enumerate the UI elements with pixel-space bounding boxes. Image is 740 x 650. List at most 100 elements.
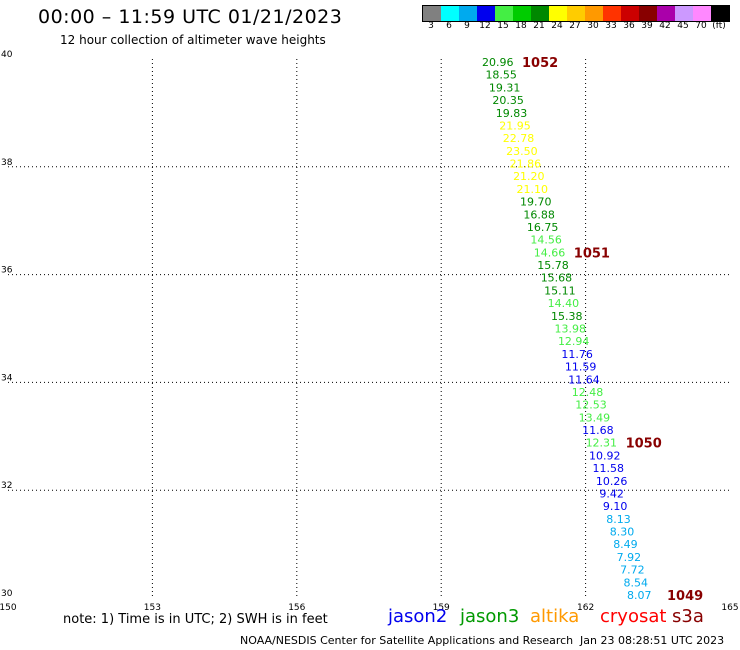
legend-swatch [567,6,585,21]
legend-label: 70 [695,21,707,31]
swh-value-label: 15.78 [537,259,569,272]
legend-label: 24 [551,21,563,31]
swh-value-label: 19.70 [520,196,552,209]
swh-value-label: 12.94 [558,335,590,348]
legend-swatch [477,6,495,21]
swh-value-label: 9.42 [599,487,624,500]
time-mark-label: 1052 [522,56,558,71]
swh-value-label: 23.50 [506,145,537,158]
swh-value-label: 18.55 [485,69,517,82]
swh-value-label: 20.35 [492,94,524,107]
latitude-tick-label: 36 [1,266,13,276]
legend-swatch [549,6,567,21]
footer-credit: NOAA/NESDIS Center for Satellite Applica… [240,634,574,647]
legend-swatch [639,6,657,21]
footer-timestamp: Jan 23 08:28:51 UTC 2023 [580,634,725,647]
legend-swatch [675,6,693,21]
legend-swatch [693,6,711,21]
swh-value-label: 7.72 [620,564,645,577]
swh-value-label: 10.26 [596,475,628,488]
legend-swatch [459,6,477,21]
legend-label: 42 [659,21,671,31]
map-subtitle: 12 hour collection of altimeter wave hei… [60,33,326,47]
legend-label: 39 [641,21,653,31]
legend-swatch [603,6,621,21]
swh-value-label: 14.66 [534,246,566,259]
swh-value-label: 20.96 [482,56,514,69]
legend-label: 45 [677,21,689,31]
swh-value-label: 15.68 [541,272,573,285]
swh-value-label: 12.31 [586,437,618,450]
latitude-tick-label: 30 [1,589,13,599]
swh-value-label: 9.10 [603,500,628,513]
swh-value-label: 8.54 [624,576,649,589]
legend-label: 27 [569,21,581,31]
mission-label-altika: altika [530,606,580,627]
legend-swatch [711,6,729,21]
legend-swatch [621,6,639,21]
swh-value-label: 16.88 [523,208,555,221]
mission-label-jason2: jason2 [388,606,448,627]
swh-value-label: 8.13 [606,513,631,526]
legend-swatch [495,6,513,21]
swh-value-label: 7.92 [617,551,642,564]
time-mark-label: 1050 [626,437,662,452]
swh-value-label: 13.98 [555,323,587,336]
swh-value-label: 8.49 [613,538,638,551]
swh-value-label: 19.31 [489,81,521,94]
legend-label: 6 [446,21,452,31]
swh-value-label: 8.07 [627,589,652,602]
legend-label: 21 [533,21,545,31]
swh-value-label: 14.40 [548,297,580,310]
legend-swatch [585,6,603,21]
swh-value-label: 12.53 [575,399,607,412]
latitude-tick-label: 38 [1,158,13,168]
swh-value-label: 10.92 [589,449,621,462]
longitude-tick-label: 156 [288,603,305,613]
legend-label: 33 [605,21,617,31]
longitude-tick-label: 153 [144,603,161,613]
legend-label: 36 [623,21,635,31]
legend-label: 15 [497,21,509,31]
legend-label: 12 [479,21,491,31]
swh-value-label: 21.10 [517,183,549,196]
swh-value-label: 8.30 [610,526,635,539]
longitude-tick-label: 150 [0,603,17,613]
swh-value-label: 19.83 [496,107,528,120]
footer-note: note: 1) Time is in UTC; 2) SWH is in fe… [63,612,328,627]
legend-swatch [423,6,441,21]
swh-value-label: 12.48 [572,386,604,399]
swh-value-label: 21.95 [499,119,531,132]
legend-swatch [513,6,531,21]
time-mark-label: 1049 [667,589,703,604]
mission-label-s3a: s3a [672,606,704,627]
legend-label: 9 [464,21,470,31]
legend-label: 30 [587,21,599,31]
legend-swatch [441,6,459,21]
mission-label-jason3: jason3 [460,606,520,627]
swh-value-label: 11.58 [592,462,624,475]
latitude-tick-label: 40 [1,50,13,60]
time-mark-label: 1051 [574,246,610,261]
latitude-tick-label: 34 [1,373,13,383]
color-legend-labels: 3 6 9 12 15 18 21 24 27 30 33 36 39 42 45 70 (ft) [422,21,728,33]
swh-value-label: 14.56 [530,234,562,247]
longitude-tick-label: 165 [721,603,738,613]
legend-unit: (ft) [712,21,726,31]
color-legend [422,5,730,22]
swh-value-label: 11.76 [561,348,593,361]
swh-value-label: 11.68 [582,424,614,437]
legend-swatch [657,6,675,21]
swh-value-label: 21.20 [513,170,545,183]
map-title: 00:00 – 11:59 UTC 01/21/2023 [38,6,343,28]
swh-value-label: 16.75 [527,221,559,234]
longitude-tick-label: 159 [433,603,450,613]
swh-value-label: 11.59 [565,361,597,374]
legend-swatch [531,6,549,21]
swh-value-label: 15.38 [551,310,583,323]
swh-value-label: 15.11 [544,284,576,297]
latitude-tick-label: 32 [1,481,12,491]
swh-value-label: 13.49 [579,411,611,424]
longitude-tick-label: 162 [577,603,594,613]
